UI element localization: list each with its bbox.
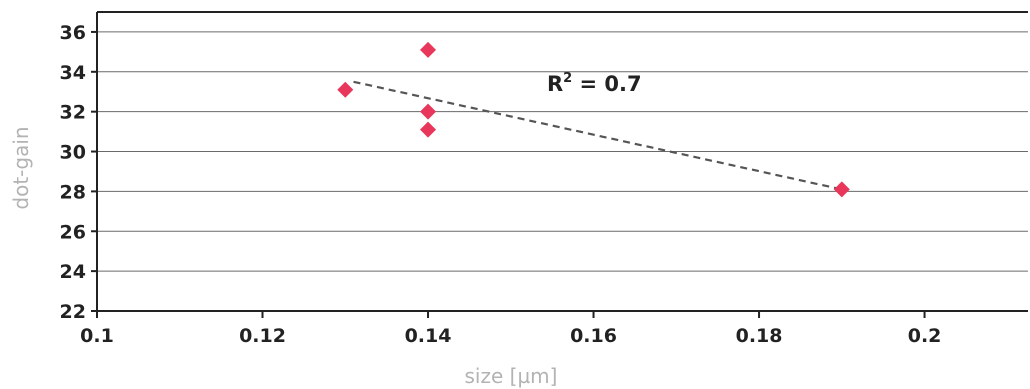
x-tick-label: 0.1 xyxy=(80,325,114,347)
y-axis-ticks: 22 24 26 28 30 32 34 36 xyxy=(60,22,97,323)
plot-frame xyxy=(96,11,1028,312)
y-axis-title: dot-gain xyxy=(9,126,33,209)
y-tick-label: 32 xyxy=(60,102,86,124)
x-tick-label: 0.18 xyxy=(736,325,783,347)
y-tick-label: 24 xyxy=(60,261,86,283)
x-tick-label: 0.16 xyxy=(570,325,617,347)
r-squared-annotation: R2 = 0.7 xyxy=(547,71,642,96)
y-tick-label: 28 xyxy=(60,181,86,203)
x-axis-title: size [µm] xyxy=(465,364,558,388)
data-point-diamond xyxy=(420,121,437,138)
data-point-diamond xyxy=(420,103,437,120)
x-tick-label: 0.12 xyxy=(239,325,286,347)
r-superscript: 2 xyxy=(563,71,572,86)
y-tick-label: 36 xyxy=(60,22,86,44)
x-tick-label: 0.14 xyxy=(405,325,452,347)
x-axis-ticks: 0.1 0.12 0.14 0.16 0.18 0.2 xyxy=(80,311,941,347)
x-tick-label: 0.2 xyxy=(908,325,942,347)
y-tick-label: 26 xyxy=(60,221,86,243)
data-point-diamond xyxy=(833,181,850,198)
data-points xyxy=(337,41,850,198)
gridlines xyxy=(97,31,1028,272)
r-value: = 0.7 xyxy=(572,72,641,96)
y-tick-label: 34 xyxy=(60,62,86,84)
data-point-diamond xyxy=(337,81,354,98)
data-point-diamond xyxy=(420,41,437,58)
r-label: R xyxy=(547,72,563,96)
y-tick-label: 22 xyxy=(60,301,86,323)
y-tick-label: 30 xyxy=(60,142,86,164)
